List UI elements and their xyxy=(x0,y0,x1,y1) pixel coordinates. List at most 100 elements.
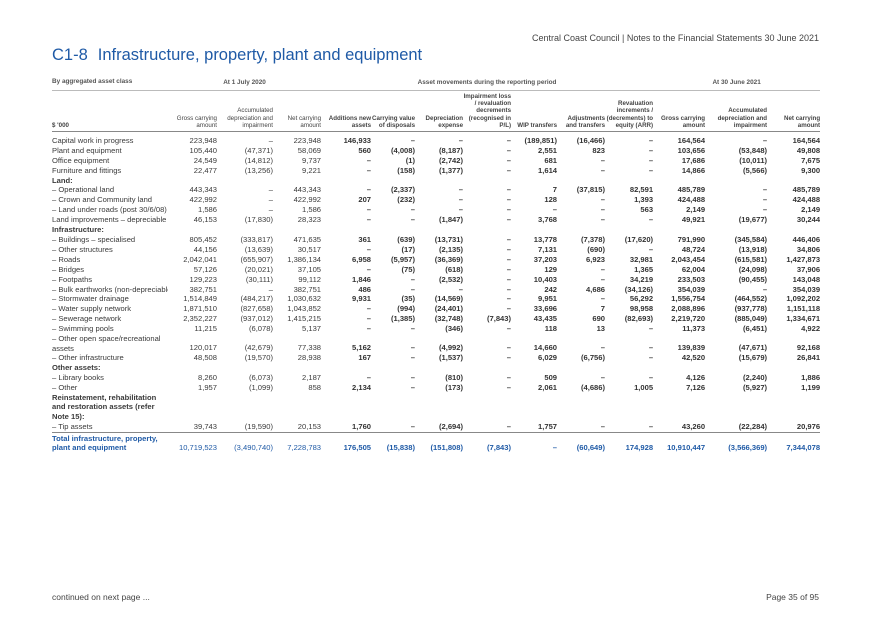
table-cell: (4,992) xyxy=(438,343,464,353)
table-cell: (15,838) xyxy=(371,431,416,454)
table-cell: 11,373 xyxy=(682,324,706,334)
table-cell: – xyxy=(648,343,654,353)
table-cell: 2,551 xyxy=(538,145,558,155)
table-cell: 858 xyxy=(308,382,322,392)
table-row: – Tip assets 39,743 (19,590) 20,153 1,760 – (2… xyxy=(52,422,820,432)
table-cell: (173) xyxy=(445,382,464,392)
table-cell: – xyxy=(506,145,512,155)
table-cell: – xyxy=(366,205,372,215)
table-cell: – xyxy=(506,274,512,284)
table-cell: 48,724 xyxy=(681,244,706,254)
table-cell: 382,751 xyxy=(293,284,322,294)
table-cell: – xyxy=(410,373,416,383)
table-cell: (189,851) xyxy=(524,135,558,145)
row-label: – Other structures xyxy=(52,244,113,254)
table-row: – Library books 8,260 (6,073) 2,187 – – (810) –… xyxy=(52,373,820,383)
table-cell: – xyxy=(506,353,512,363)
row-label: – Water supply network xyxy=(52,304,132,314)
table-cell: – xyxy=(552,205,558,215)
column-header: WIP transfers xyxy=(511,90,558,132)
table-cell: 1,514,849 xyxy=(183,294,217,304)
table-row: – Crown and Community land 422,992 – 422,99… xyxy=(52,195,820,205)
table-cell: (37,815) xyxy=(576,185,606,195)
table-cell: 128 xyxy=(544,195,558,205)
table-cell: 690 xyxy=(592,314,606,324)
table-cell: 139,839 xyxy=(677,343,706,353)
table-cell: 1,005 xyxy=(634,382,654,392)
table-cell: 37,105 xyxy=(297,264,322,274)
table-cell: 20,976 xyxy=(796,421,821,431)
table-cell: 471,635 xyxy=(293,234,322,244)
row-label: Reinstatement, rehabilitation and restor… xyxy=(52,392,157,422)
table-cell: 7 xyxy=(600,304,606,314)
table-cell: (232) xyxy=(397,195,416,205)
table-row: – Roads 2,042,041 (655,907) 1,386,134 6,958 (… xyxy=(52,255,820,265)
table-cell: 2,042,041 xyxy=(183,254,217,264)
table-cell: (13,256) xyxy=(244,165,273,175)
table-cell: (47,371) xyxy=(244,145,273,155)
table-cell: – xyxy=(268,195,273,205)
table-cell: (10,011) xyxy=(739,155,768,165)
table-cell: 26,841 xyxy=(796,353,821,363)
table-cell: 424,488 xyxy=(677,195,706,205)
row-label: Land improvements – depreciable xyxy=(52,215,167,225)
table-cell: 20,153 xyxy=(297,421,322,431)
table-cell: 9,737 xyxy=(302,155,322,165)
table-cell: (618) xyxy=(445,264,464,274)
table-cell: – xyxy=(410,135,416,145)
column-header: Additions new assets xyxy=(321,90,372,132)
table-cell: 14,866 xyxy=(681,165,706,175)
group-header-closing: At 30 June 2021 xyxy=(653,78,821,91)
column-header: Revaluation increments / (decrements) to… xyxy=(605,90,654,132)
table-cell: 176,505 xyxy=(321,431,372,454)
table-cell: 6,029 xyxy=(538,353,558,363)
table-cell: – xyxy=(506,135,512,145)
table-cell: 37,203 xyxy=(533,254,558,264)
table-cell: 354,039 xyxy=(677,284,706,294)
table-cell: 6,958 xyxy=(352,254,372,264)
table-cell: 1,030,632 xyxy=(287,294,322,304)
table-cell: – xyxy=(506,185,512,195)
table-row: Plant and equipment 105,440 (47,371) 58,069… xyxy=(52,146,820,156)
table-cell: (13,918) xyxy=(738,244,768,254)
table-cell: (1) xyxy=(405,155,416,165)
table-cell: (17,620) xyxy=(624,234,654,244)
section-row: Other assets: xyxy=(52,363,820,373)
table-cell: (615,581) xyxy=(734,254,768,264)
table-cell: 8,260 xyxy=(197,373,217,383)
table-cell: – xyxy=(366,215,372,225)
table-cell: 34,806 xyxy=(796,244,821,254)
table-cell: 28,938 xyxy=(297,353,322,363)
row-label: – Bridges xyxy=(52,264,85,274)
table-row: – Swimming pools 11,215 (6,078) 5,137 – – (346… xyxy=(52,324,820,334)
table-cell: – xyxy=(410,421,416,431)
row-label: Office equipment xyxy=(52,155,110,165)
row-label: – Swimming pools xyxy=(52,324,114,334)
table-cell: 48,508 xyxy=(193,353,217,363)
table-cell: – xyxy=(366,155,372,165)
column-header: Adjustments and transfers xyxy=(557,90,606,132)
table-cell: 77,338 xyxy=(297,343,322,353)
section-title: Infrastructure, property, plant and equi… xyxy=(97,46,423,64)
table-cell: – xyxy=(648,135,654,145)
table-cell: (32,748) xyxy=(434,314,464,324)
table-cell: (13,731) xyxy=(434,234,464,244)
table-cell: 7,344,078 xyxy=(767,431,821,454)
table-cell: 1,393 xyxy=(634,195,654,205)
table-cell: (810) xyxy=(445,373,464,383)
table-cell: – xyxy=(600,264,606,274)
row-label: – Bulk earthworks (non-depreciable) xyxy=(52,284,168,294)
table-cell: – xyxy=(648,324,654,334)
table-cell: 37,906 xyxy=(796,264,821,274)
table-cell: 486 xyxy=(358,284,372,294)
table-cell: (3,490,740) xyxy=(217,431,273,454)
table-cell: 11,215 xyxy=(194,324,217,334)
table-row: – Bulk earthworks (non-depreciable) 382,7… xyxy=(52,285,820,295)
table-cell: – xyxy=(458,205,464,215)
row-label: Furniture and fittings xyxy=(52,165,122,175)
table-cell: 560 xyxy=(358,145,372,155)
table-cell: (24,401) xyxy=(434,304,464,314)
table-cell: (2,694) xyxy=(438,421,464,431)
table-cell: 9,951 xyxy=(538,294,558,304)
table-cell: (30,111) xyxy=(245,274,273,284)
